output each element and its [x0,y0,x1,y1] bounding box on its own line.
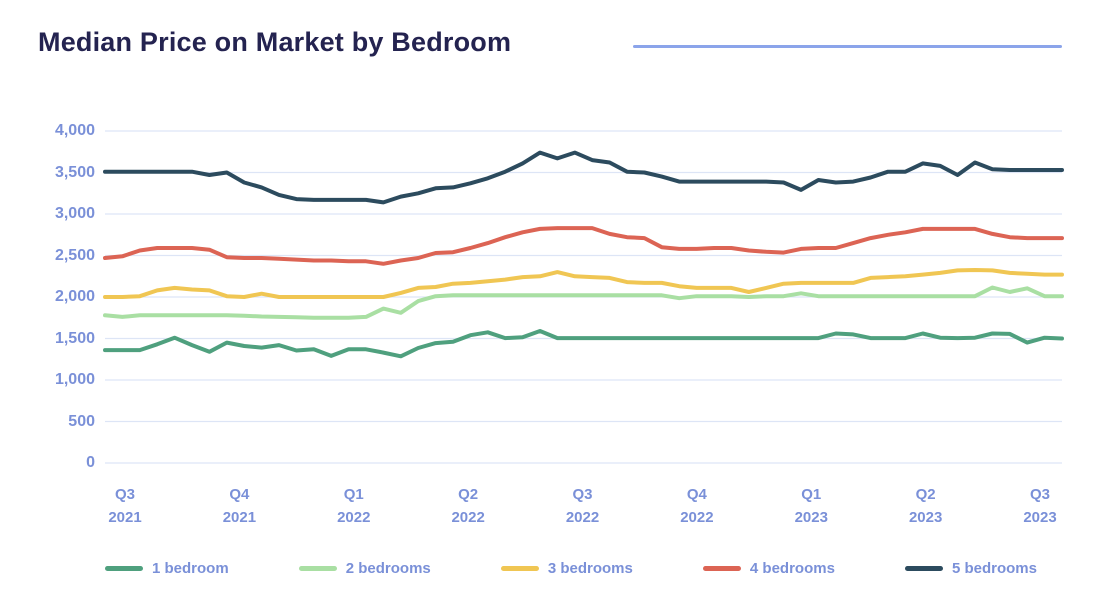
x-axis-tick-label: Q1 2023 [794,486,828,526]
x-axis-tick-label: Q3 2023 [1023,486,1057,526]
y-axis-tick-label: 2,500 [54,246,95,264]
chart-legend: 1 bedroom 2 bedrooms 3 bedrooms 4 bedrooms 5… [105,560,1037,577]
x-axis-tick-label: Q2 2022 [451,486,485,526]
legend-swatch-icon [702,566,741,571]
legend-label: 5 bedrooms [951,560,1037,577]
series-line-2-bedrooms [103,285,1064,320]
y-axis-tick-label: 2,000 [54,288,95,305]
x-axis-tick-label: Q4 2022 [680,486,714,526]
x-axis-tick-label: Q1 2022 [337,486,371,526]
y-axis-tick-label: 4,000 [54,122,95,139]
series-line-1-bedroom [103,329,1064,359]
y-axis-tick-label: 500 [68,412,95,430]
chart-title: Median Price on Market by Bedroom [38,27,512,57]
legend-item-2-bedrooms[interactable]: 2 bedrooms [298,560,431,577]
series-lines [103,150,1064,359]
legend-swatch-icon [105,566,143,571]
y-axis-tick-label: 1,000 [54,371,95,388]
title-rule-line [633,45,1062,48]
x-axis-tick-label: Q2 2023 [908,486,943,526]
legend-label: 4 bedrooms [749,560,835,577]
legend-swatch-icon [904,566,943,571]
series-line-4-bedrooms [103,226,1064,266]
legend-item-1-bedroom[interactable]: 1 bedroom [105,560,229,577]
legend-item-4-bedrooms[interactable]: 4 bedrooms [702,560,835,577]
y-axis-tick-label: 3,000 [54,205,95,222]
x-axis-tick-label: Q3 2022 [565,486,600,526]
x-axis-tick-label: Q4 2021 [222,486,257,526]
y-axis-tick-label: 3,500 [54,163,95,181]
legend-item-5-bedrooms[interactable]: 5 bedrooms [904,560,1037,577]
legend-swatch-icon [298,566,337,571]
x-axis-tick-label: Q3 2021 [108,486,142,526]
y-axis-tick-label: 1,500 [54,329,95,347]
legend-swatch-icon [500,566,539,571]
legend-label: 1 bedroom [152,560,229,577]
legend-label: 2 bedrooms [345,560,431,577]
series-line-3-bedrooms [103,268,1064,299]
series-line-5-bedrooms [103,150,1064,205]
legend-label: 3 bedrooms [547,560,633,577]
y-axis-tick-label: 0 [86,454,95,471]
legend-item-3-bedrooms[interactable]: 3 bedrooms [500,560,633,577]
